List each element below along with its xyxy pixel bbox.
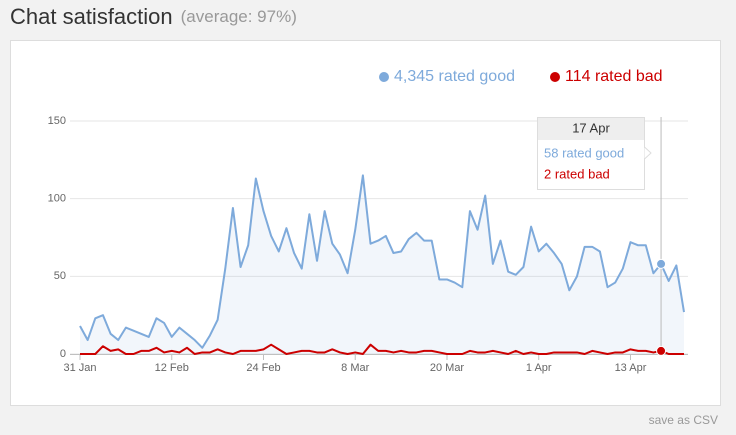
y-tick-label: 50 — [54, 270, 66, 282]
tooltip-title: 17 Apr — [572, 120, 610, 135]
save-csv-link[interactable]: save as CSV — [649, 413, 718, 427]
area — [80, 175, 684, 354]
title-text: Chat satisfaction — [10, 4, 173, 29]
x-tick-label: 20 Mar — [430, 362, 465, 374]
x-tick-label: 8 Mar — [341, 362, 369, 374]
legend-label: 114 rated bad — [565, 68, 663, 85]
x-tick-label: 1 Apr — [526, 362, 552, 374]
y-tick-label: 150 — [48, 115, 66, 127]
line — [79, 174, 685, 349]
x-tick-label: 24 Feb — [246, 362, 280, 374]
chart-title: Chat satisfaction (average: 97%) — [10, 4, 297, 29]
hover-marker — [656, 258, 667, 269]
plot-area: 0 50 100 150 31 Jan 12 Feb 24 Feb 8 Mar 20 Mar 1 … — [48, 68, 688, 374]
tooltip-arrow — [644, 146, 652, 160]
x-tick-label: 13 Apr — [615, 362, 647, 374]
x-tick-label: 12 Feb — [155, 362, 189, 374]
hover-marker — [656, 345, 667, 356]
x-tick-label: 31 Jan — [63, 362, 96, 374]
line — [80, 343, 684, 355]
legend-label: 4,345 rated good — [394, 68, 515, 85]
subtitle: (average: 97%) — [181, 7, 297, 26]
y-tick-label: 0 — [60, 348, 66, 360]
y-tick-label: 100 — [48, 193, 66, 205]
tooltip-header — [538, 118, 644, 140]
legend-marker — [550, 72, 560, 82]
tooltip-line: 2 rated bad — [544, 166, 610, 181]
tooltip-line: 58 rated good — [544, 145, 624, 160]
tooltip: 17 Apr 58 rated good 2 rated bad — [537, 117, 652, 190]
legend-marker — [379, 72, 389, 82]
card — [10, 40, 721, 406]
